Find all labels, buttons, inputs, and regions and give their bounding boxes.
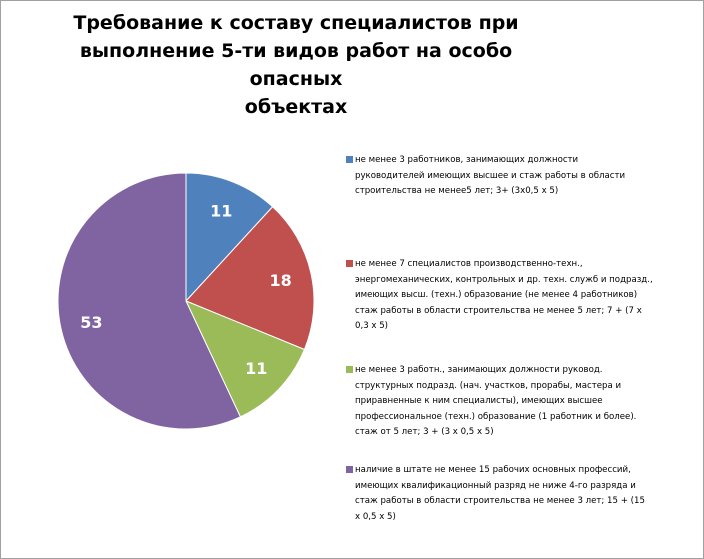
slice-data-label: 11 bbox=[245, 359, 267, 378]
chart-title: Требование к составу специалистов при вы… bbox=[61, 9, 531, 121]
legend-swatch bbox=[346, 366, 353, 373]
legend-swatch bbox=[346, 156, 353, 163]
chart-title-line-2: выполнение 5-ти видов работ на особо опа… bbox=[79, 40, 513, 90]
slice-data-label: 18 bbox=[270, 271, 292, 290]
legend-label: не менее 7 специалистов производственно-… bbox=[355, 259, 653, 332]
chart-title-line-3: объектах bbox=[244, 96, 348, 118]
pie-slice bbox=[57, 172, 242, 430]
slice-data-label: 53 bbox=[80, 313, 102, 332]
legend-label: наличие в штате не менее 15 рабочих осно… bbox=[355, 465, 645, 522]
chart-title-line-1: Требование к составу специалистов при bbox=[73, 12, 519, 34]
pie-slice bbox=[185, 172, 274, 303]
legend-label: не менее 3 работн., занимающих должности… bbox=[355, 365, 637, 438]
legend-label: не менее 3 работников, занимающих должно… bbox=[355, 155, 626, 197]
pie-slice bbox=[185, 300, 306, 418]
legend-swatch bbox=[346, 466, 353, 473]
slice-data-label: 11 bbox=[210, 202, 232, 221]
legend-swatch bbox=[346, 260, 353, 267]
